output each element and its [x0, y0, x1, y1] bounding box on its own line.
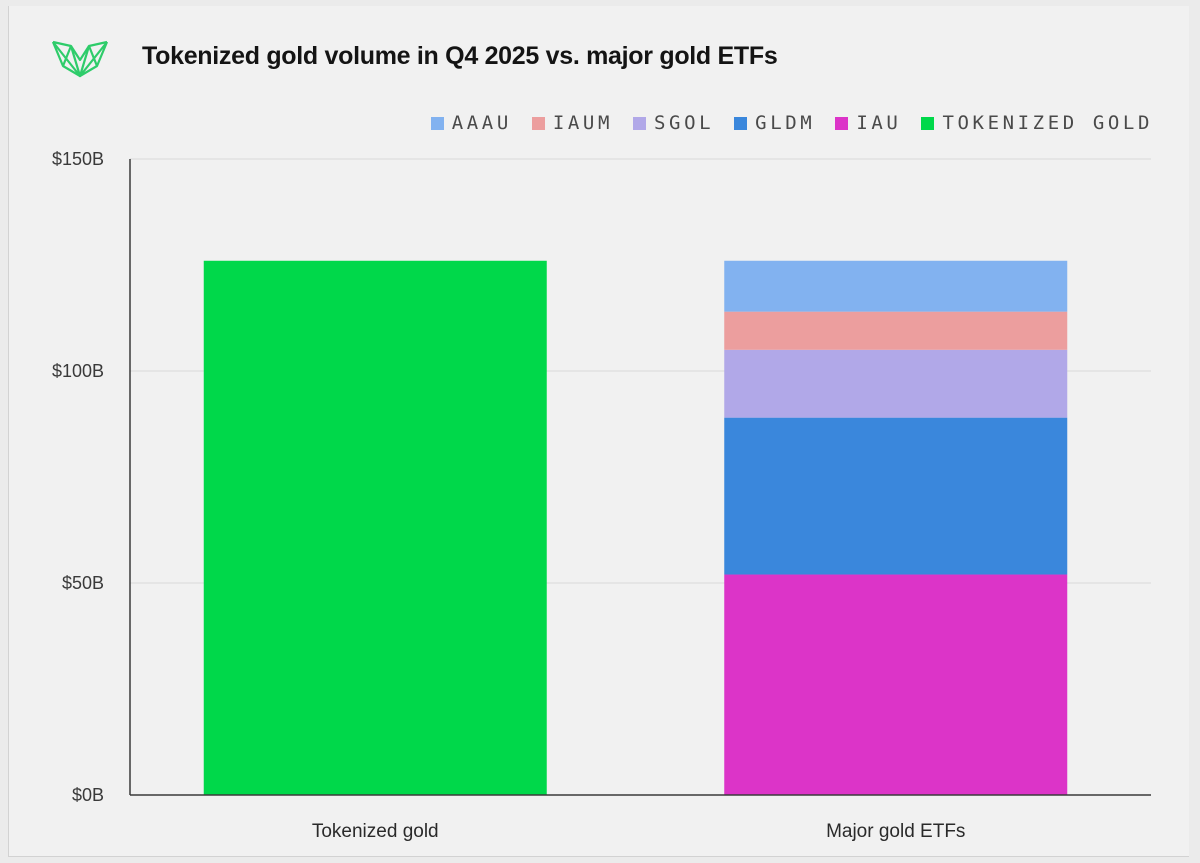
legend-label-tokenized-gold: TOKENIZED GOLD [942, 112, 1153, 134]
x-category-label: Major gold ETFs [826, 821, 965, 842]
legend-label-sgol: SGOL [654, 112, 715, 134]
geometric-crown-logo-icon [51, 40, 109, 78]
bar-chart: $0B $50B $100B $150B Tokenized gold Major gol… [52, 149, 1151, 842]
bar-major-gold-etfs-iaum [724, 311, 1068, 350]
legend-label-iau: IAU [856, 112, 902, 134]
legend-item-iaum: IAUM [531, 112, 614, 134]
legend-label-aaau: AAAU [451, 112, 512, 134]
bar-major-gold-etfs-aaau [724, 260, 1068, 312]
chart-legend: AAAU IAUM SGOL GLDM IAU TOKENIZED GOLD [430, 112, 1153, 134]
bar-tokenized-gold-tokenized-gold [203, 260, 547, 795]
bar-major-gold-etfs-iau [724, 574, 1068, 795]
y-tick-label: $150B [52, 149, 104, 169]
legend-swatch-iaum [531, 116, 545, 130]
legend-item-iau: IAU [835, 112, 901, 134]
legend-swatch-sgol [633, 116, 647, 130]
y-tick-label: $0B [72, 785, 104, 805]
y-tick-label: $100B [52, 361, 104, 381]
legend-item-sgol: SGOL [633, 112, 714, 134]
legend-item-aaau: AAAU [430, 112, 512, 134]
chart-title: Tokenized gold volume in Q4 2025 vs. maj… [142, 42, 778, 70]
legend-swatch-gldm [734, 116, 748, 130]
legend-swatch-tokenized-gold [921, 116, 935, 130]
legend-label-iaum: IAUM [552, 112, 614, 134]
legend-label-gldm: GLDM [755, 112, 816, 134]
legend-item-tokenized-gold: TOKENIZED GOLD [921, 112, 1153, 134]
y-tick-label: $50B [62, 573, 104, 593]
legend-swatch-iau [835, 116, 849, 130]
legend-swatch-aaau [430, 116, 444, 130]
bar-major-gold-etfs-gldm [724, 417, 1068, 575]
legend-item-gldm: GLDM [734, 112, 815, 134]
x-category-label: Tokenized gold [312, 821, 439, 842]
bar-major-gold-etfs-sgol [724, 349, 1068, 418]
chart-frame: Tokenized gold volume in Q4 2025 vs. maj… [8, 6, 1189, 857]
